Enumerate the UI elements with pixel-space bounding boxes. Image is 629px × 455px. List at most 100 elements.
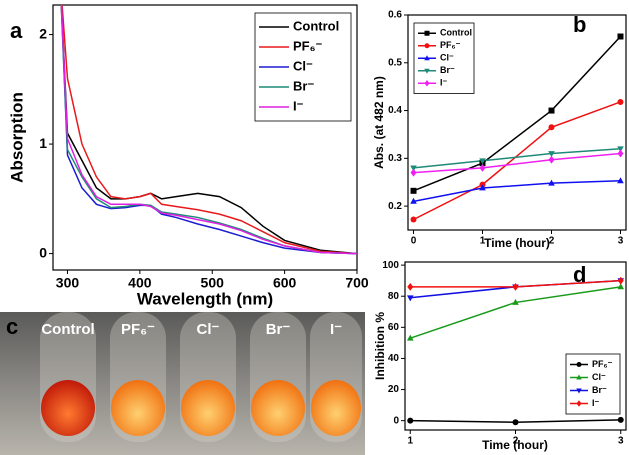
- legend-label: Control: [440, 28, 472, 38]
- legend-label: PF₆⁻: [293, 38, 323, 53]
- chart: 1 2 3 0 20 40 60 80 100 Time (hour) Inhibition % d P…: [373, 260, 627, 452]
- data-point: [617, 276, 624, 285]
- data-point: [512, 282, 519, 291]
- data-point: [406, 334, 414, 341]
- y-tick-label: 20: [388, 384, 400, 395]
- y-tick-label: 40: [388, 353, 400, 364]
- x-axis-label: Time (hour): [484, 236, 550, 250]
- data-point: [548, 179, 555, 186]
- y-tick-label: 1: [39, 135, 47, 151]
- data-point: [548, 151, 555, 158]
- y-tick-label: 100: [382, 260, 399, 271]
- data-point: [407, 282, 414, 291]
- y-tick-label: 0.3: [388, 153, 402, 164]
- plot-area: [413, 35, 622, 221]
- y-tick-label: 60: [388, 322, 400, 333]
- panel-label: c: [6, 314, 18, 339]
- series-line: [413, 35, 622, 192]
- data-point: [617, 283, 625, 290]
- data-point: [548, 124, 555, 131]
- x-tick-label: 0: [411, 236, 417, 247]
- y-tick-label: 0: [393, 415, 399, 426]
- data-point: [617, 146, 624, 153]
- data-point: [410, 168, 417, 177]
- y-tick-label: 0.2: [388, 201, 402, 212]
- x-tick-label: 2: [549, 236, 555, 247]
- series-line: [413, 148, 621, 169]
- y-tick-label: 2: [39, 25, 47, 41]
- y-axis-label: Abs. (at 482 nm): [372, 76, 386, 169]
- series-line: [61, 5, 357, 255]
- x-tick-label: 300: [56, 275, 80, 291]
- photo-caption: I⁻: [330, 321, 342, 338]
- legend-marker: [424, 30, 430, 36]
- photo-panel: c: [0, 312, 365, 455]
- legend-label: Br⁻: [440, 65, 455, 75]
- photo-caption: Br⁻: [266, 321, 291, 338]
- legend-marker: [576, 362, 582, 367]
- x-tick-label: 2: [513, 436, 519, 447]
- data-point: [617, 416, 624, 423]
- data-point: [410, 197, 417, 204]
- panel-label: a: [10, 18, 23, 43]
- panel-label: b: [573, 12, 586, 37]
- series-line: [413, 180, 621, 203]
- legend-marker: [424, 80, 430, 87]
- legend-label: PF₆⁻: [440, 40, 461, 50]
- photo-caption: Cl⁻: [197, 321, 220, 338]
- chart: 0 1 2 3 0.2 0.3 0.4 0.5 0.6 Time (hour) Abs. (at 4…: [372, 10, 627, 250]
- legend-marker: [576, 400, 582, 407]
- data-point: [406, 295, 414, 302]
- legend-marker: [576, 374, 582, 380]
- legend-label: Cl⁻: [293, 58, 313, 73]
- photo-caption: PF₆⁻: [121, 321, 155, 338]
- data-point: [512, 298, 519, 305]
- data-point: [617, 177, 624, 184]
- legend-label: Br⁻: [592, 385, 607, 395]
- x-tick-label: 400: [128, 275, 152, 291]
- plot-frame: [407, 14, 627, 231]
- chart: 300 400 500 600 700 0 1 2 Wavelength (nm) Absorpt…: [7, 4, 369, 308]
- data-point: [479, 184, 486, 191]
- legend-label: I⁻: [440, 78, 448, 88]
- legend-label: PF₆⁻: [592, 359, 613, 369]
- data-point: [512, 419, 519, 426]
- data-point: [617, 33, 624, 40]
- data-point: [617, 149, 624, 158]
- legend-marker: [424, 43, 430, 49]
- y-axis-label: Inhibition %: [373, 312, 387, 380]
- legend-label: Control: [293, 18, 339, 33]
- y-axis-label: Absorption: [7, 92, 26, 183]
- legend-label: I⁻: [293, 98, 304, 113]
- series-line: [60, 5, 357, 255]
- data-point: [410, 165, 417, 172]
- legend-marker: [424, 68, 430, 74]
- tubes: [40, 312, 362, 442]
- photo-caption: Control: [41, 321, 94, 338]
- data-point: [548, 107, 555, 114]
- series-line: [60, 5, 357, 255]
- x-tick-label: 3: [618, 236, 624, 247]
- x-tick-label: 1: [407, 436, 413, 447]
- legend-marker: [424, 55, 430, 61]
- y-tick-label: 0.5: [388, 57, 402, 68]
- data-point: [410, 187, 417, 194]
- x-axis-label: Time (hour): [482, 438, 548, 452]
- data-point: [617, 98, 624, 105]
- plot-area: [60, 5, 357, 255]
- data-point: [407, 417, 414, 424]
- y-tick-label: 80: [388, 291, 400, 302]
- legend-label: Cl⁻: [592, 372, 606, 382]
- series-line: [60, 5, 357, 255]
- panel-label: d: [573, 262, 586, 287]
- series-line: [413, 101, 621, 221]
- legend-marker: [576, 388, 582, 394]
- data-point: [548, 155, 555, 164]
- plot-frame: [52, 4, 358, 271]
- x-tick-label: 700: [345, 275, 369, 291]
- y-tick-label: 0: [39, 244, 47, 260]
- series-line: [413, 152, 621, 174]
- x-axis-label: Wavelength (nm): [137, 289, 273, 308]
- legend-label: Cl⁻: [440, 53, 454, 63]
